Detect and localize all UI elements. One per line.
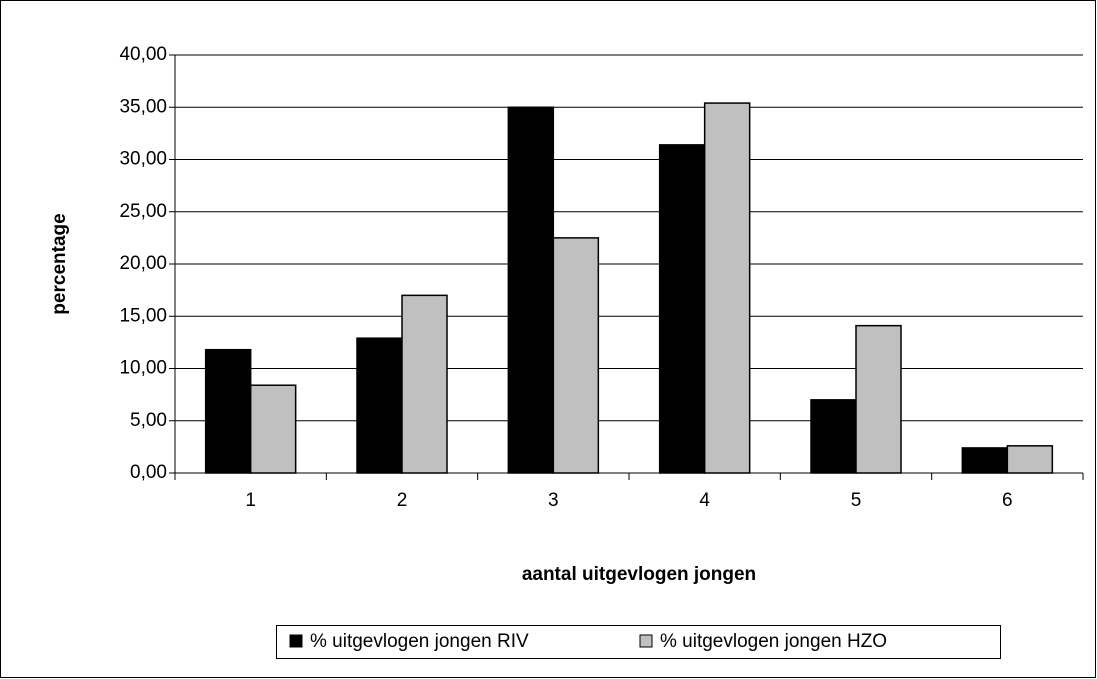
bar: [552, 237, 600, 474]
y-tick-label: 30,00: [119, 149, 167, 170]
x-tick-label: 3: [548, 490, 559, 511]
y-tick-label: 20,00: [119, 253, 167, 274]
legend-box: [276, 625, 1001, 659]
bar: [855, 324, 902, 474]
y-tick-label: 0,00: [130, 462, 167, 483]
x-tick-label: 4: [699, 490, 710, 511]
bar: [401, 294, 448, 474]
y-tick-label: 40,00: [119, 44, 167, 65]
legend-label: % uitgevlogen jongen RIV: [310, 631, 529, 652]
y-tick-label: 15,00: [119, 305, 167, 326]
bar: [810, 399, 857, 474]
legend-swatch: [289, 634, 303, 648]
bar: [658, 144, 706, 474]
bar: [356, 337, 403, 474]
bar: [1006, 445, 1054, 474]
x-tick-label: 6: [1002, 490, 1013, 511]
y-tick-label: 35,00: [119, 96, 167, 117]
x-tick-label: 1: [245, 490, 256, 511]
bar: [961, 447, 1009, 474]
x-tick-label: 5: [851, 490, 862, 511]
y-tick-label: 10,00: [119, 358, 167, 379]
y-tick-label: 25,00: [119, 201, 167, 222]
bar: [249, 384, 297, 474]
legend-label: % uitgevlogen jongen HZO: [660, 631, 887, 652]
y-tick-label: 5,00: [130, 410, 167, 431]
bar: [204, 348, 252, 474]
legend-swatch: [639, 634, 653, 648]
bar: [507, 106, 555, 474]
bar: [703, 102, 751, 474]
y-axis-label: percentage: [49, 213, 70, 314]
x-axis-label: aantal uitgevlogen jongen: [522, 564, 756, 585]
x-tick-label: 2: [397, 490, 408, 511]
